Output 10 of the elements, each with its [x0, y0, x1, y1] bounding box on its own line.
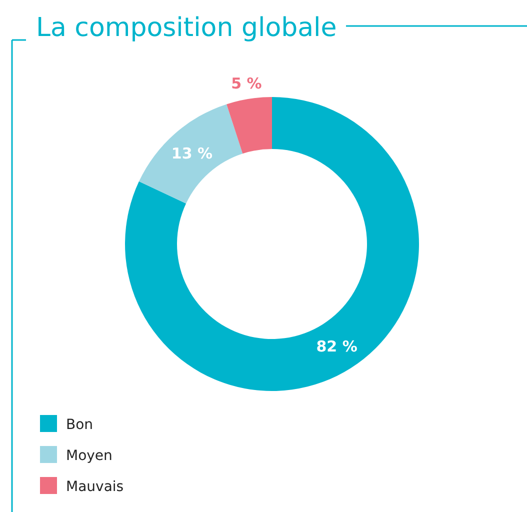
donut-slice: [226, 97, 272, 154]
legend-label: Moyen: [66, 448, 112, 464]
donut-slice: [138, 104, 243, 204]
chart-title: La composition globale: [36, 13, 337, 43]
data-label: 13 %: [171, 144, 213, 162]
data-label: 82 %: [316, 337, 358, 356]
data-label: 5 %: [231, 74, 262, 92]
legend-label: Mauvais: [66, 478, 124, 495]
donut-slice: [125, 97, 419, 391]
legend-label: Bon: [66, 416, 94, 433]
